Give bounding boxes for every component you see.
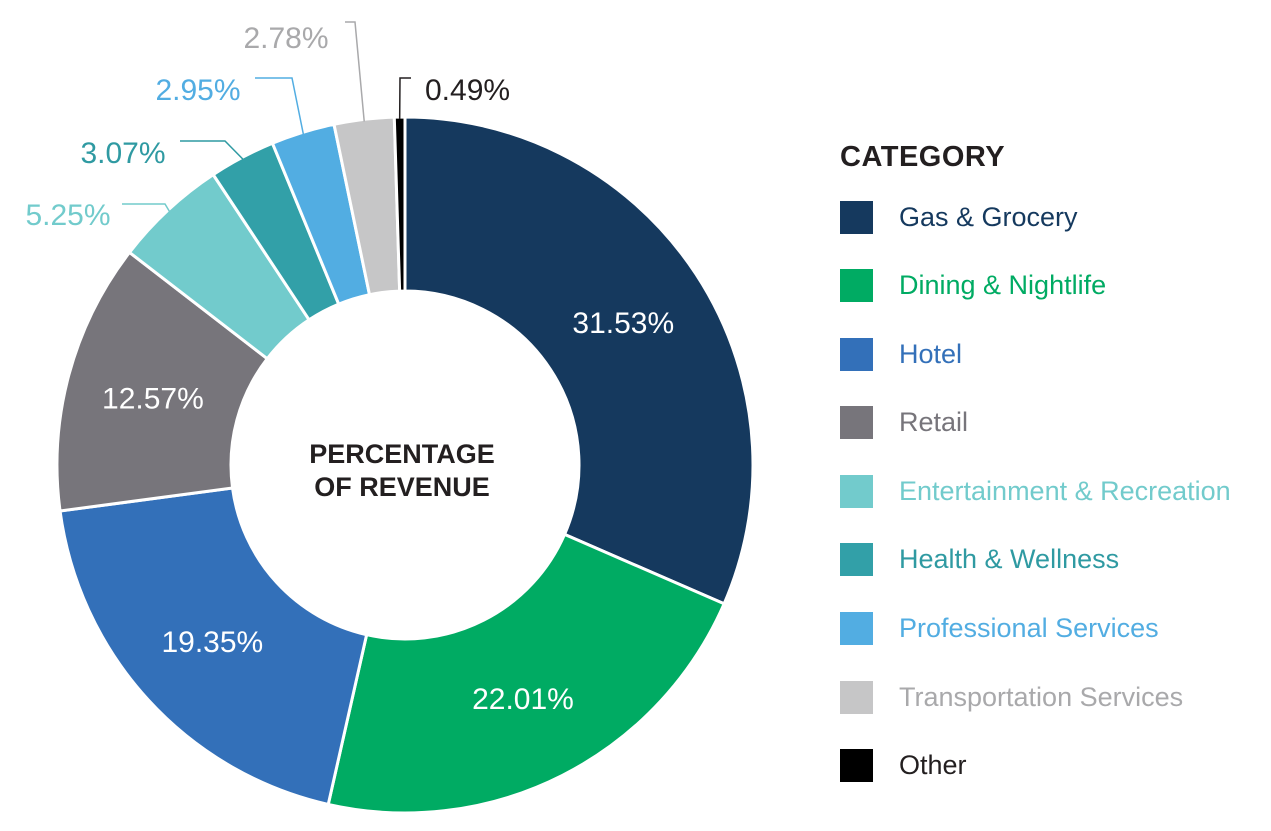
legend-title: CATEGORY bbox=[840, 141, 1006, 173]
legend-label: Hotel bbox=[899, 338, 963, 369]
legend-swatch bbox=[840, 269, 873, 303]
slice-label-health-and-wellness: 3.07% bbox=[80, 137, 165, 170]
slice-label-hotel: 19.35% bbox=[161, 626, 263, 659]
slice-label-other: 0.49% bbox=[425, 74, 510, 107]
slice-label-dining-and-nightlife: 22.01% bbox=[472, 683, 574, 716]
leader-line-entertainment-and-recreation bbox=[122, 203, 171, 212]
legend-swatch bbox=[840, 543, 873, 577]
legend-label: Transportation Services bbox=[899, 681, 1184, 712]
legend-item-hotel: Hotel bbox=[840, 337, 1265, 371]
legend-item-other: Other bbox=[840, 749, 1265, 783]
slice-other bbox=[392, 115, 407, 293]
legend-item-transportation-services: Transportation Services bbox=[840, 680, 1265, 714]
leader-line-other bbox=[398, 77, 411, 120]
legend-label: Entertainment & Recreation bbox=[899, 475, 1231, 506]
leader-line-health-and-wellness bbox=[180, 140, 244, 160]
legend-swatch bbox=[840, 337, 873, 371]
slice-hotel bbox=[58, 486, 369, 807]
legend-item-professional-services: Professional Services bbox=[840, 612, 1265, 646]
legend-label: Health & Wellness bbox=[899, 544, 1120, 575]
center-text-line-1: PERCENTAGE bbox=[309, 439, 495, 469]
legend-item-gas-and-grocery: Gas & Grocery bbox=[840, 200, 1265, 234]
legend-swatch bbox=[840, 680, 873, 714]
slice-gas-and-grocery bbox=[403, 115, 755, 606]
legend: CATEGORY Gas & Grocery Dining & Nightlife… bbox=[840, 140, 1265, 817]
legend-swatch bbox=[840, 612, 873, 646]
donut-chart: 31.53% 22.01% 19.35% 12.57% 5.25% 3.07% 2.95%2… bbox=[25, 21, 755, 815]
legend-label: Gas & Grocery bbox=[899, 201, 1078, 232]
legend-item-dining-and-nightlife: Dining & Nightlife bbox=[840, 269, 1265, 303]
legend-swatch bbox=[840, 200, 873, 234]
slice-label-retail: 12.57% bbox=[102, 382, 204, 415]
legend-swatch bbox=[840, 474, 873, 508]
center-text-line-2: OF REVENUE bbox=[314, 472, 490, 502]
legend-label: Professional Services bbox=[899, 613, 1159, 644]
legend-label: Other bbox=[899, 750, 967, 781]
slice-label-entertainment-and-recreation: 5.25% bbox=[25, 199, 110, 232]
leader-line-transportation-services bbox=[345, 21, 365, 122]
donut-slices bbox=[55, 115, 755, 815]
slice-label-professional-services: 2.95% bbox=[155, 74, 240, 107]
leader-line-professional-services bbox=[255, 77, 305, 135]
legend-label: Retail bbox=[899, 407, 969, 438]
legend-swatch bbox=[840, 406, 873, 440]
legend-items: Gas & Grocery Dining & Nightlife Hotel Reta… bbox=[840, 200, 1265, 783]
slice-labels: 31.53% 22.01% 19.35% 12.57% 5.25% 3.07% 2.95%2… bbox=[25, 22, 674, 716]
slice-retail bbox=[55, 250, 270, 513]
legend-swatch bbox=[840, 749, 873, 783]
slice-dining-and-nightlife bbox=[326, 532, 727, 815]
slice-label-gas-and-grocery: 31.53% bbox=[572, 307, 674, 340]
legend-item-health-and-wellness: Health & Wellness bbox=[840, 543, 1265, 577]
slice-label-transportation-services: 2.78% bbox=[243, 22, 328, 55]
legend-label: Dining & Nightlife bbox=[899, 270, 1107, 301]
legend-item-entertainment-and-recreation: Entertainment & Recreation bbox=[840, 474, 1265, 508]
leader-lines bbox=[122, 21, 411, 212]
legend-item-retail: Retail bbox=[840, 406, 1265, 440]
